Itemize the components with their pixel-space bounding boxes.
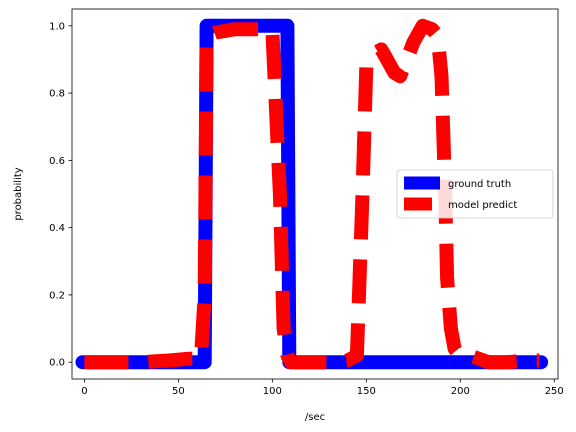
x-tick-label: 100 [263,386,282,397]
legend-label: model predict [448,200,517,211]
y-tick-label: 0.8 [49,89,65,100]
y-tick-label: 0.6 [49,156,65,167]
plot-frame [71,8,559,380]
x-tick-label: 50 [172,386,185,397]
y-axis-label: probability [13,167,24,220]
y-tick-label: 0.4 [49,223,65,234]
x-tick-label: 200 [451,386,470,397]
y-tick-label: 0.2 [49,290,65,301]
legend-label: ground truth [448,179,511,190]
y-tick-label: 1.0 [49,21,65,32]
x-axis-label: /sec [305,412,325,423]
x-tick-label: 150 [357,386,376,397]
y-tick-label: 0.0 [49,358,65,369]
legend: ground truth model predict [396,169,554,219]
x-tick-label: 250 [545,386,564,397]
x-tick-label: 0 [81,386,87,397]
